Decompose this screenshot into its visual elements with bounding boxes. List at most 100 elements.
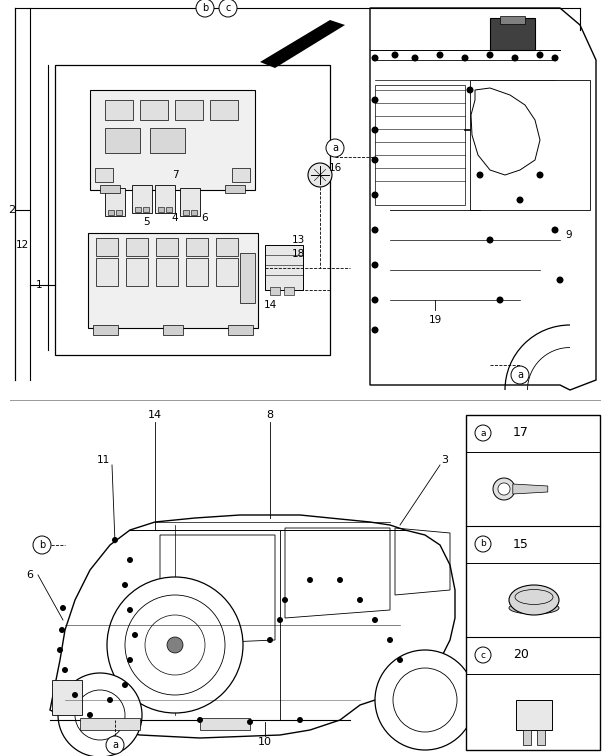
FancyBboxPatch shape [143, 207, 149, 212]
Text: c: c [225, 3, 231, 13]
Circle shape [87, 712, 93, 718]
Circle shape [371, 327, 379, 333]
Text: b: b [202, 3, 208, 13]
FancyBboxPatch shape [284, 287, 294, 295]
FancyBboxPatch shape [158, 207, 164, 212]
Circle shape [122, 582, 128, 588]
Circle shape [371, 54, 379, 61]
Circle shape [461, 54, 469, 61]
Circle shape [387, 637, 393, 643]
Text: 14: 14 [263, 300, 277, 310]
Circle shape [397, 657, 403, 663]
Circle shape [357, 597, 363, 603]
FancyBboxPatch shape [105, 188, 125, 216]
FancyBboxPatch shape [180, 188, 200, 216]
Text: a: a [480, 429, 486, 438]
Text: 10: 10 [258, 737, 272, 747]
FancyBboxPatch shape [516, 700, 552, 730]
Circle shape [60, 605, 66, 611]
Text: 15: 15 [513, 538, 529, 550]
FancyBboxPatch shape [270, 287, 280, 295]
FancyBboxPatch shape [88, 233, 258, 328]
Text: 9: 9 [565, 230, 571, 240]
Circle shape [511, 366, 529, 384]
Text: 14: 14 [148, 410, 162, 420]
FancyBboxPatch shape [232, 168, 250, 182]
FancyBboxPatch shape [225, 185, 245, 193]
FancyBboxPatch shape [375, 85, 465, 205]
FancyBboxPatch shape [500, 16, 525, 24]
Circle shape [107, 577, 243, 713]
FancyBboxPatch shape [156, 238, 178, 256]
FancyBboxPatch shape [95, 168, 113, 182]
Circle shape [277, 617, 283, 623]
Circle shape [516, 197, 524, 203]
Circle shape [282, 597, 288, 603]
Circle shape [493, 478, 515, 500]
Circle shape [112, 537, 118, 543]
FancyBboxPatch shape [216, 258, 238, 286]
Circle shape [475, 647, 491, 663]
Circle shape [122, 682, 128, 688]
Circle shape [247, 719, 253, 725]
Circle shape [371, 262, 379, 268]
FancyBboxPatch shape [132, 185, 152, 213]
Ellipse shape [509, 602, 559, 614]
FancyBboxPatch shape [80, 718, 140, 730]
FancyBboxPatch shape [96, 258, 118, 286]
Circle shape [127, 557, 133, 563]
Circle shape [107, 697, 113, 703]
Circle shape [536, 172, 544, 178]
Circle shape [371, 191, 379, 199]
Circle shape [466, 86, 474, 94]
FancyBboxPatch shape [100, 185, 120, 193]
Circle shape [371, 227, 379, 234]
FancyBboxPatch shape [55, 65, 330, 355]
Circle shape [371, 97, 379, 104]
Circle shape [391, 51, 399, 58]
Circle shape [326, 139, 344, 157]
Circle shape [62, 667, 68, 673]
FancyBboxPatch shape [126, 238, 148, 256]
Circle shape [307, 577, 313, 583]
FancyBboxPatch shape [155, 185, 175, 213]
Circle shape [127, 607, 133, 613]
Text: 17: 17 [513, 426, 529, 439]
FancyBboxPatch shape [90, 90, 255, 190]
Circle shape [551, 227, 559, 234]
FancyBboxPatch shape [537, 730, 545, 745]
FancyBboxPatch shape [523, 730, 531, 745]
FancyBboxPatch shape [186, 238, 208, 256]
Circle shape [196, 0, 214, 17]
Circle shape [145, 615, 205, 675]
FancyBboxPatch shape [186, 258, 208, 286]
Circle shape [58, 673, 142, 756]
Circle shape [437, 51, 443, 58]
Circle shape [475, 425, 491, 441]
Text: 12: 12 [15, 240, 28, 250]
Text: 18: 18 [292, 249, 305, 259]
Circle shape [219, 0, 237, 17]
Text: 1: 1 [36, 280, 42, 290]
Circle shape [496, 296, 504, 303]
Circle shape [556, 277, 564, 284]
FancyBboxPatch shape [183, 210, 189, 215]
Text: 11: 11 [97, 455, 110, 465]
FancyBboxPatch shape [265, 245, 303, 290]
Text: 3: 3 [442, 455, 449, 465]
Text: 6: 6 [202, 213, 208, 223]
FancyBboxPatch shape [163, 325, 183, 335]
Text: 13: 13 [292, 235, 305, 245]
Circle shape [393, 668, 457, 732]
FancyBboxPatch shape [93, 325, 118, 335]
Circle shape [106, 736, 124, 754]
FancyBboxPatch shape [216, 238, 238, 256]
Text: b: b [480, 540, 486, 549]
Circle shape [411, 54, 419, 61]
FancyBboxPatch shape [240, 253, 255, 303]
Circle shape [72, 692, 78, 698]
Polygon shape [513, 484, 548, 494]
Polygon shape [260, 20, 345, 68]
Circle shape [498, 483, 510, 495]
Circle shape [371, 156, 379, 163]
